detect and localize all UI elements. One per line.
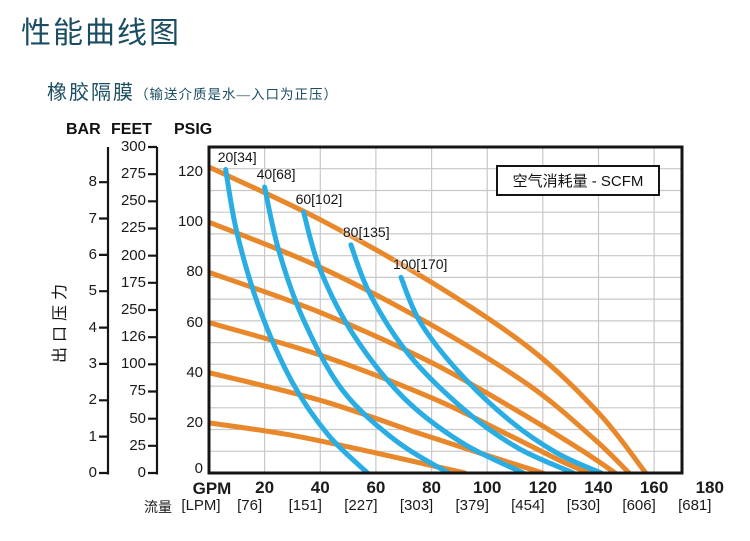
bar-tick-label: 2 — [88, 391, 97, 409]
lpm-tick-label: [681] — [678, 497, 712, 514]
feet-tick-label: 50 — [129, 409, 146, 427]
feet-tick-label: 0 — [137, 464, 146, 481]
air-curve-40scfm-label: 40[68] — [256, 166, 296, 183]
feet-axis-header: FEET — [111, 121, 152, 138]
feet-tick-label: 275 — [120, 165, 146, 183]
flow-curve-122psi — [209, 164, 649, 473]
lpm-tick-label: [454] — [511, 497, 545, 514]
feet-tick-label: 250 — [120, 300, 146, 318]
gpm-tick-label: 60 — [366, 478, 386, 497]
curves-group — [209, 164, 649, 473]
lpm-axis-header: [LPM] — [181, 497, 221, 514]
gpm-tick-label: 140 — [584, 478, 613, 497]
left-axes-lines — [99, 145, 159, 475]
legend-box: 空气消耗量 - SCFM — [496, 165, 660, 196]
gpm-tick-label: 100 — [473, 478, 502, 497]
bar-tick-label: 6 — [88, 245, 97, 263]
psig-tick-label: 120 — [177, 163, 203, 181]
bar-tick-label: 4 — [88, 318, 97, 336]
lpm-tick-label: [606] — [622, 497, 656, 514]
bar-axis-header: BAR — [66, 121, 101, 138]
lpm-tick-label: [76] — [237, 497, 263, 514]
air-curve-80scfm-label: 80[135] — [342, 223, 390, 240]
chart-subtitle: 橡胶隔膜 （输送介质是水—入口为正压） — [47, 76, 338, 105]
lpm-tick-label: [303] — [399, 497, 434, 514]
air-curve-60scfm-label: 60[102] — [295, 191, 343, 208]
gpm-tick-label: 160 — [639, 478, 669, 497]
air-curve-60scfm — [301, 209, 526, 473]
bar-tick-label: 8 — [88, 173, 97, 191]
air-curve-100scfm-label: 100[170] — [392, 256, 448, 273]
lpm-tick-label: [151] — [288, 497, 322, 514]
psig-tick-label: 100 — [177, 213, 203, 231]
bar-tick-label: 3 — [88, 354, 97, 372]
subtitle-note: （输送介质是水—入口为正压） — [135, 87, 338, 102]
feet-tick-label: 25 — [129, 436, 146, 454]
psig-tick-label: 20 — [186, 413, 203, 431]
feet-tick-label: 250 — [120, 192, 146, 210]
air-curve-40scfm — [262, 184, 451, 473]
bar-tick-label: 1 — [88, 427, 97, 445]
feet-tick-label: 75 — [129, 382, 146, 400]
flow-curve-80psi — [209, 269, 618, 473]
flow-curve-60psi — [209, 320, 593, 473]
gpm-axis-header: GPM — [192, 479, 232, 498]
feet-tick-label: 126 — [120, 328, 146, 346]
air-curve-20scfm — [223, 167, 371, 473]
page-title: 性能曲线图 — [21, 17, 181, 50]
bar-tick-label: 0 — [88, 464, 97, 481]
gpm-tick-label: 180 — [695, 478, 724, 497]
feet-tick-label: 100 — [120, 355, 146, 373]
psig-tick-label: 60 — [186, 313, 203, 331]
psig-tick-label: 80 — [186, 263, 203, 281]
bar-tick-label: 5 — [88, 282, 97, 300]
psig-axis-header: PSIG — [174, 121, 213, 138]
psig-tick-label: 40 — [186, 363, 203, 381]
flow-curve-100psi — [209, 219, 632, 473]
air-curve-80scfm — [348, 242, 576, 473]
flow-axis-title: 流量 — [144, 499, 172, 515]
gpm-tick-label: 120 — [528, 478, 558, 497]
gpm-tick-label: 80 — [422, 478, 441, 497]
bar-tick-label: 7 — [88, 209, 97, 227]
feet-tick-label: 200 — [120, 246, 146, 264]
air-curve-100scfm — [398, 274, 604, 473]
feet-tick-label: 175 — [120, 273, 146, 291]
gpm-tick-label: 20 — [255, 478, 275, 497]
lpm-tick-label: [379] — [455, 497, 489, 514]
psig-tick-label: 0 — [194, 460, 203, 477]
air-curve-20scfm-label: 20[34] — [217, 148, 257, 165]
lpm-tick-label: [227] — [344, 497, 378, 514]
legend-label: 空气消耗量 - SCFM — [512, 173, 644, 190]
feet-tick-label: 225 — [120, 219, 146, 237]
subtitle-main: 橡胶隔膜 — [47, 82, 135, 104]
gpm-tick-label: 40 — [310, 478, 330, 497]
feet-tick-label: 300 — [120, 137, 146, 155]
plot-border — [207, 145, 684, 475]
lpm-tick-label: [530] — [566, 497, 601, 514]
